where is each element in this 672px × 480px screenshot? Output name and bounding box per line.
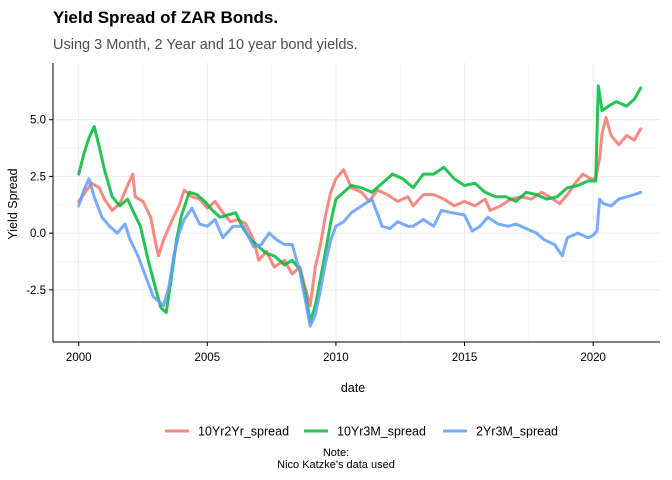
y-tick-label: 0.0 [30,228,46,240]
caption-note: Note: [322,447,350,459]
y-axis-title: Yield Spread [6,168,20,239]
y-tick-label: -2.5 [26,285,46,297]
legend: 10Yr2Yr_spread 10Yr3M_spread 2Yr3M_spread [165,425,558,439]
x-axis-title: date [341,381,365,395]
y-tick-label: 5.0 [30,115,46,127]
legend-label-2Yr3M_spread: 2Yr3M_spread [476,425,558,439]
series-line-10Yr3M_spread [77,84,643,324]
x-tick-label: 2000 [66,352,92,364]
series-line-10Yr2Yr_spread [77,115,643,308]
chart-title: Yield Spread of ZAR Bonds. [53,8,279,27]
caption-source: Nico Katzke's data used [277,459,395,471]
caption: Note: Nico Katzke's data used [0,447,672,471]
series-line-2Yr3M_spread [77,177,643,328]
legend-label-10Yr2Yr_spread: 10Yr2Yr_spread [198,425,289,439]
chart-subtitle: Using 3 Month, 2 Year and 10 year bond y… [53,37,358,53]
axis-ticks: 2000 2005 2010 2015 2020 -2.5 0.0 2.5 5.0 [26,115,606,364]
x-tick-label: 2010 [323,352,349,364]
x-tick-label: 2015 [452,352,478,364]
x-tick-label: 2020 [580,352,606,364]
series-lines [77,84,643,328]
legend-label-10Yr3M_spread: 10Yr3M_spread [337,425,426,439]
x-tick-label: 2005 [195,352,221,364]
y-tick-label: 2.5 [30,171,46,183]
